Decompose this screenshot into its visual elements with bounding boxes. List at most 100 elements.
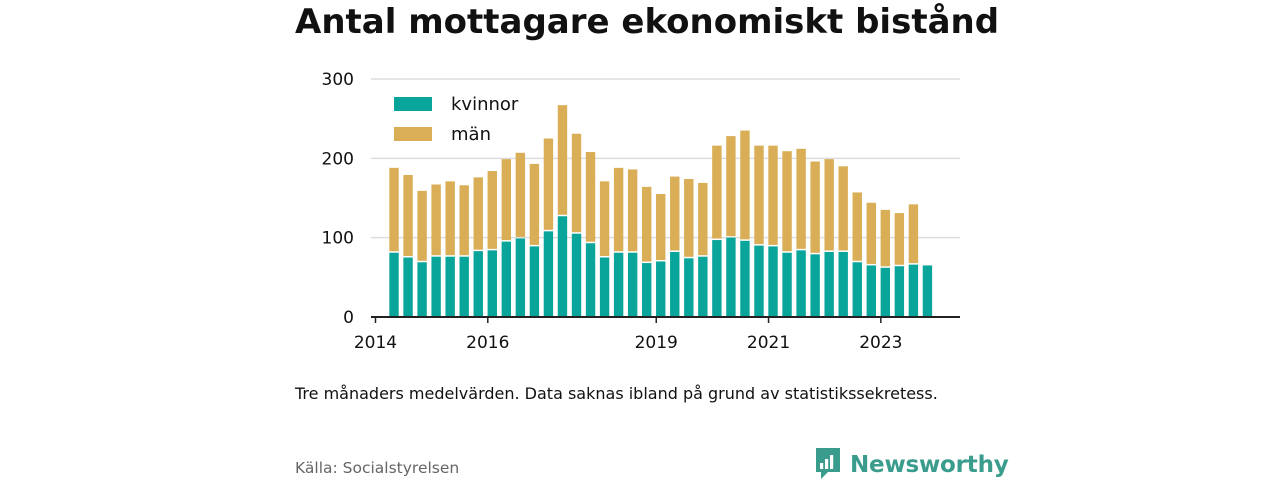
bar-kvinnor <box>529 246 540 317</box>
bar-kvinnor <box>698 256 708 317</box>
legend-label-kvinnor: kvinnor <box>451 94 519 115</box>
bar-kvinnor <box>796 250 806 317</box>
bar-kvinnor <box>403 257 413 317</box>
bar-män <box>417 190 427 261</box>
bar-män <box>740 130 750 240</box>
legend: kvinnor män <box>394 94 519 145</box>
bar-män <box>880 209 891 267</box>
x-tick-label: 2016 <box>466 333 509 353</box>
chart-note: Tre månaders medelvärden. Data saknas ib… <box>295 384 938 403</box>
bar-kvinnor <box>726 237 736 317</box>
bar-kvinnor <box>487 250 497 317</box>
bar-kvinnor <box>641 263 652 317</box>
x-tick-label: 2021 <box>747 333 790 353</box>
brand-logo[interactable]: Newsworthy <box>814 446 1009 484</box>
bar-män <box>684 178 694 257</box>
bar-kvinnor <box>389 252 399 317</box>
bar-kvinnor <box>782 252 792 317</box>
bar-män <box>670 176 680 251</box>
bar-kvinnor <box>431 256 441 317</box>
bar-kvinnor <box>445 256 455 317</box>
bar-män <box>557 105 568 215</box>
bar-män <box>487 171 497 249</box>
bar-kvinnor <box>656 261 666 317</box>
bar-män <box>473 177 483 250</box>
bars <box>389 105 933 317</box>
y-tick-label: 300 <box>322 70 354 90</box>
y-tick-label: 200 <box>322 149 354 169</box>
bar-män <box>768 145 778 245</box>
bar-män <box>698 182 708 256</box>
bar-kvinnor <box>627 252 638 317</box>
bar-män <box>543 138 554 230</box>
bar-män <box>712 145 722 239</box>
bar-kvinnor <box>557 216 568 317</box>
legend-label-män: män <box>451 124 491 145</box>
x-tick-label: 2019 <box>635 333 678 353</box>
bar-kvinnor <box>473 251 483 317</box>
bar-kvinnor <box>740 240 750 317</box>
bar-män <box>726 136 736 237</box>
y-tick-label: 100 <box>322 229 354 249</box>
newsworthy-logo-icon <box>814 446 842 484</box>
bar-män <box>431 184 441 256</box>
y-tick-label: 0 <box>343 308 354 328</box>
bar-män <box>656 194 666 260</box>
bar-kvinnor <box>922 265 933 317</box>
bar-kvinnor <box>670 251 680 317</box>
bar-män <box>908 204 919 264</box>
bar-kvinnor <box>894 266 905 317</box>
source-label: Källa: Socialstyrelsen <box>295 459 460 477</box>
stacked-bar-chart: 0 100 200 300 2014 2016 2019 2021 2023 kvinnor mä… <box>322 70 960 353</box>
bar-kvinnor <box>880 267 891 317</box>
bar-kvinnor <box>599 257 610 317</box>
bar-kvinnor <box>866 265 876 317</box>
bar-män <box>445 181 455 256</box>
bar-kvinnor <box>501 241 512 317</box>
bar-män <box>585 151 596 242</box>
bar-kvinnor <box>543 231 554 317</box>
bar-kvinnor <box>712 240 722 317</box>
bar-kvinnor <box>571 233 582 317</box>
bar-kvinnor <box>754 245 764 317</box>
bar-män <box>389 167 399 252</box>
bar-kvinnor <box>684 258 694 317</box>
bar-män <box>459 185 469 256</box>
bar-män <box>810 161 820 253</box>
bar-kvinnor <box>838 251 848 317</box>
legend-swatch-kvinnor <box>394 97 432 111</box>
x-tick-label: 2014 <box>354 333 397 353</box>
chart-title: Antal mottagare ekonomiskt bistånd <box>295 2 1000 42</box>
brand-name: Newsworthy <box>850 452 1009 478</box>
bar-män <box>403 174 413 256</box>
bar-män <box>501 159 512 241</box>
bar-kvinnor <box>459 256 469 317</box>
bar-män <box>782 151 792 252</box>
bar-män <box>571 133 582 233</box>
bar-män <box>641 186 652 262</box>
bar-män <box>529 163 540 245</box>
bar-män <box>515 152 526 237</box>
bar-män <box>852 192 862 261</box>
bar-män <box>599 181 610 256</box>
bar-kvinnor <box>768 246 778 317</box>
bar-kvinnor <box>613 252 624 317</box>
bar-män <box>754 145 764 245</box>
bar-kvinnor <box>810 254 820 317</box>
legend-swatch-män <box>394 127 432 141</box>
bar-män <box>824 159 834 251</box>
bar-kvinnor <box>852 262 862 317</box>
bar-kvinnor <box>515 238 526 317</box>
bar-kvinnor <box>908 264 919 317</box>
bar-män <box>866 202 876 264</box>
bar-män <box>838 166 848 251</box>
bar-män <box>796 148 806 249</box>
bar-kvinnor <box>585 243 596 317</box>
bar-män <box>627 169 638 252</box>
bar-kvinnor <box>824 251 834 317</box>
axes: 0 100 200 300 2014 2016 2019 2021 2023 <box>322 70 960 353</box>
bar-kvinnor <box>417 262 427 317</box>
bar-män <box>894 213 905 265</box>
x-tick-label: 2023 <box>859 333 902 353</box>
bar-män <box>613 167 624 252</box>
